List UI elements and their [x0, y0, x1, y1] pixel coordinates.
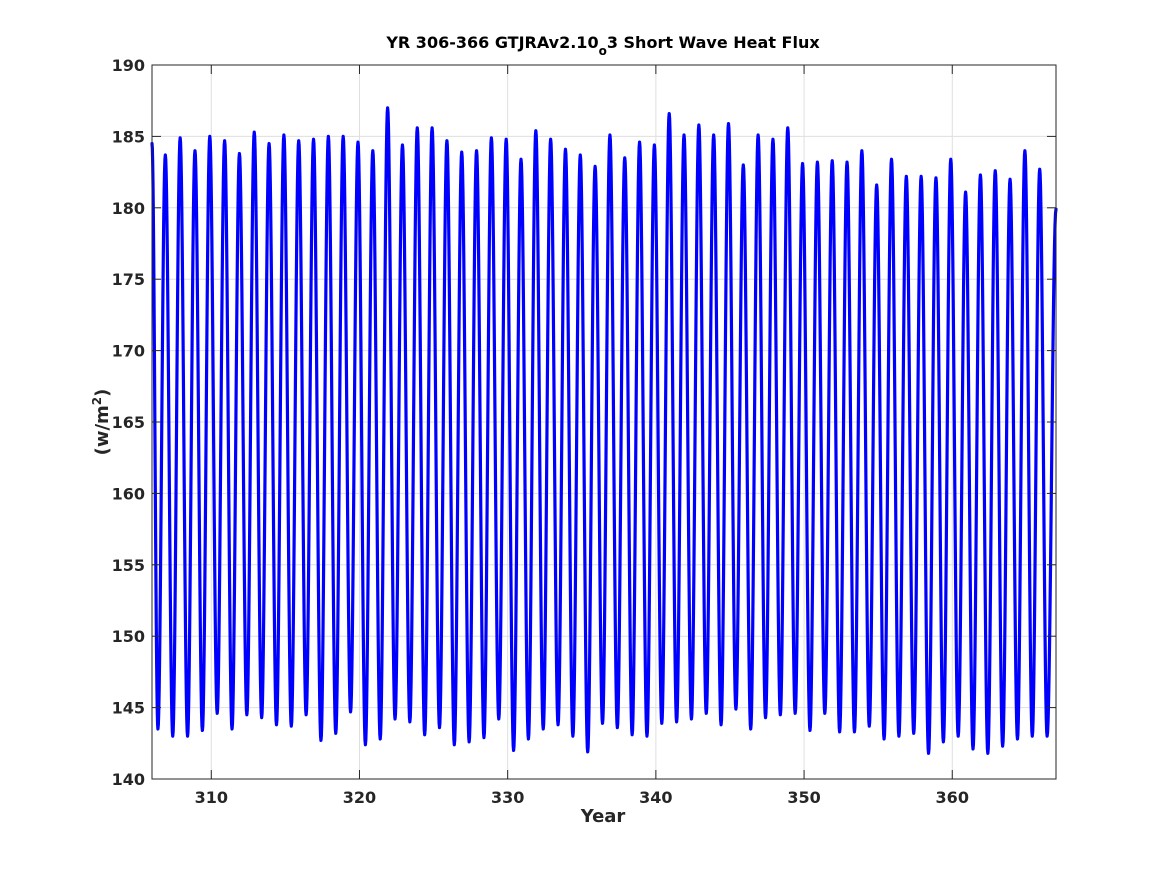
y-tick-label: 140 — [112, 770, 145, 789]
y-tick-label: 150 — [112, 627, 145, 646]
x-tick-label: 330 — [491, 788, 524, 807]
x-tick-label: 350 — [787, 788, 820, 807]
x-tick-label: 310 — [195, 788, 228, 807]
y-tick-label: 145 — [112, 699, 145, 718]
y-tick-label: 175 — [112, 270, 145, 289]
y-tick-label: 160 — [112, 484, 145, 503]
x-tick-label: 360 — [936, 788, 969, 807]
y-tick-label: 180 — [112, 199, 145, 218]
y-tick-label: 165 — [112, 413, 145, 432]
tick-marks — [152, 64, 1056, 780]
series-line — [150, 106, 1058, 755]
chart-title-subscript: o — [599, 44, 607, 58]
x-tick-labels: 310 320 330 340 350 360 — [195, 788, 969, 807]
y-tick-label: 170 — [112, 342, 145, 361]
y-tick-labels: 140 145 150 155 160 165 170 175 180 185 190 — [112, 56, 145, 789]
y-axis-label-superscript: 2 — [90, 397, 104, 405]
x-tick-label: 340 — [639, 788, 672, 807]
x-axis-label: Year — [580, 806, 626, 827]
y-axis-label: (w/m2) — [90, 389, 113, 456]
x-tick-label: 320 — [343, 788, 376, 807]
data-line-layer — [150, 106, 1058, 755]
chart-title-main: YR 306-366 GTJRAv2.10 — [385, 33, 598, 52]
y-tick-label: 155 — [112, 556, 145, 575]
y-tick-label: 185 — [112, 127, 145, 146]
chart-title-rest: 3 Short Wave Heat Flux — [607, 33, 821, 52]
chart-title: YR 306-366 GTJRAv2.10o3 Short Wave Heat … — [385, 33, 820, 58]
y-axis-label-main: (w/m — [92, 405, 113, 455]
y-axis-label-close: ) — [92, 389, 113, 397]
y-tick-label: 190 — [112, 56, 145, 75]
